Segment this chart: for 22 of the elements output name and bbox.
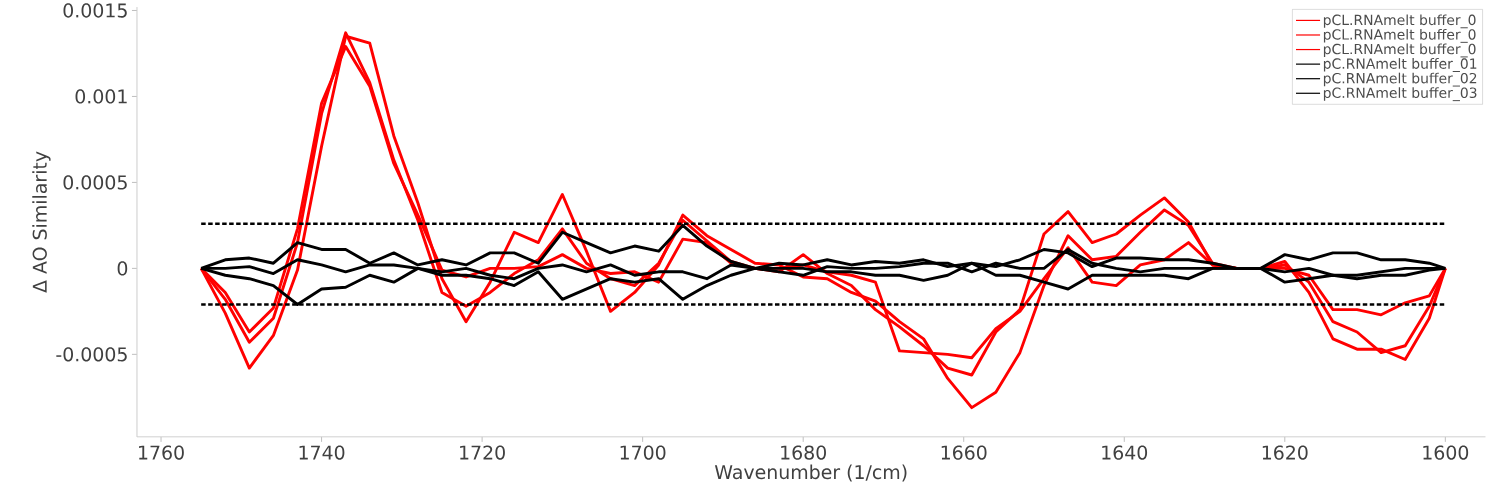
x-tick-label: 1700 [620,445,666,460]
legend-label: pC.RNAmelt buffer_01 [1323,58,1477,73]
x-tick-label: 1600 [1423,445,1469,460]
x-tick-label: 1620 [1262,445,1308,460]
y-tick-label: 0.0005 [63,175,127,190]
y-axis-title: Δ AO Similarity [32,151,51,293]
x-tick-label: 1740 [299,445,345,460]
legend-label: pCL.RNAmelt buffer_0 [1323,43,1476,58]
y-tick-label: 0 [117,261,128,276]
x-tick-label: 1760 [139,445,184,460]
x-axis-title: Wavenumber (1/cm) [714,464,907,482]
x-tick-label: 1640 [1102,445,1148,460]
y-tick-label: 0.001 [75,89,127,104]
y-tick-label: -0.0005 [56,347,127,362]
legend-label: pCL.RNAmelt buffer_0 [1323,29,1476,43]
y-tick-label: 0.0015 [63,3,127,18]
x-tick-label: 1720 [460,445,505,460]
x-tick-label: 1680 [781,445,826,460]
legend-label: pC.RNAmelt buffer_03 [1323,87,1477,102]
legend-label: pC.RNAmelt buffer_02 [1323,72,1477,87]
legend-label: pCL.RNAmelt buffer_0 [1323,14,1476,29]
x-tick-label: 1660 [941,445,987,460]
